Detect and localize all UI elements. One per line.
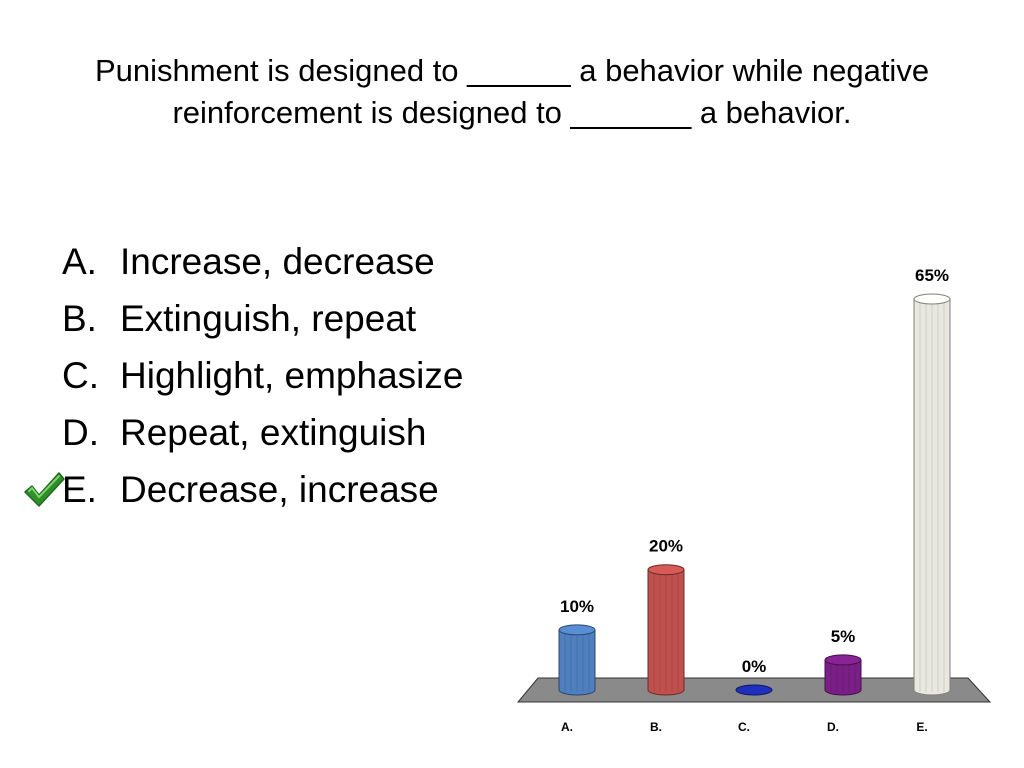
value-label-a: 10% (560, 597, 594, 616)
answer-option-d: D. Repeat, extinguish (0, 407, 520, 464)
bar-cap (647, 564, 685, 576)
category-label-d: D. (827, 720, 839, 734)
answer-option-c: C. Highlight, emphasize (0, 350, 520, 407)
bar-b (647, 564, 685, 696)
bars-group (558, 293, 951, 696)
answer-option-b: B. Extinguish, repeat (0, 293, 520, 350)
bar-e (913, 293, 951, 696)
bar-a (558, 624, 596, 696)
value-label-b: 20% (649, 537, 683, 556)
answer-letter: C. (62, 355, 99, 396)
category-label-a: A. (561, 720, 573, 734)
answer-letter: D. (62, 412, 99, 453)
value-label-e: 65% (915, 266, 949, 285)
answer-option-a: A. Increase, decrease (0, 236, 520, 293)
answer-text: Decrease, increase (120, 469, 439, 510)
answer-text: Increase, decrease (120, 241, 435, 282)
category-label-c: C. (738, 720, 750, 734)
category-label-b: B. (650, 720, 662, 734)
bar-cap (558, 624, 596, 636)
bar-d (824, 654, 862, 696)
bar-cap (824, 654, 862, 666)
answer-text: Repeat, extinguish (120, 412, 427, 453)
answer-text: Highlight, emphasize (120, 355, 464, 396)
answer-option-e: E. Decrease, increase (0, 464, 520, 521)
answer-letter: B. (62, 298, 97, 339)
answer-letter: A. (62, 241, 97, 282)
question-text: Punishment is designed to ______ a behav… (94, 53, 930, 130)
checkmark-icon (24, 472, 65, 507)
category-label-e: E. (916, 720, 927, 734)
value-label-d: 5% (831, 627, 856, 646)
bar-cap (735, 684, 773, 696)
bar-c (735, 684, 773, 696)
value-label-c: 0% (742, 657, 767, 676)
bar-cap (913, 293, 951, 305)
answer-letter: E. (62, 469, 97, 510)
value-labels-group: 10% 20% 0% 5% 65% (560, 266, 949, 676)
category-labels-group: A. B. C. D. E. (561, 720, 928, 734)
answer-text: Extinguish, repeat (120, 298, 417, 339)
